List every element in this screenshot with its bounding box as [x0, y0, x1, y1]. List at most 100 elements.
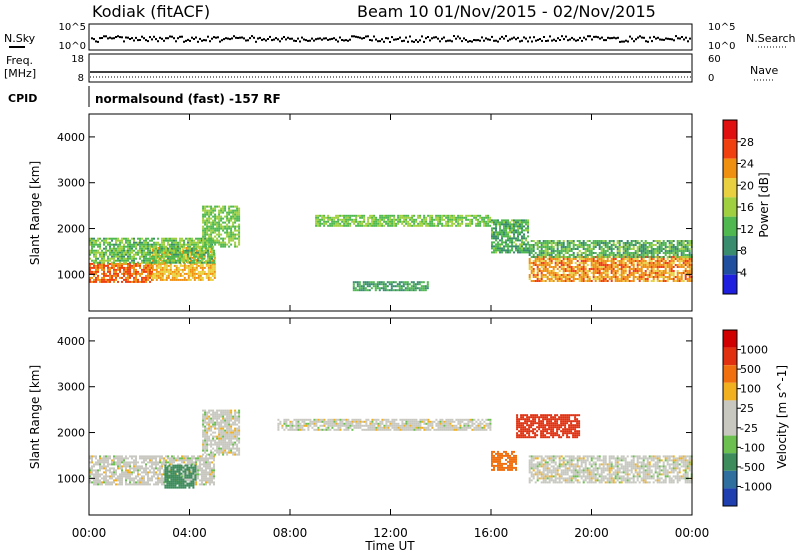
- heatmap-cell-1: [206, 437, 209, 440]
- heatmap-cell-4: [445, 214, 448, 217]
- heatmap-cell-7: [590, 254, 593, 256]
- heatmap-cell-4: [465, 214, 468, 217]
- heatmap-cell-0: [121, 461, 123, 464]
- heatmap-cell-1: [169, 262, 172, 265]
- heatmap-cell-5: [509, 239, 511, 242]
- heatmap-cell-3: [228, 209, 231, 212]
- heatmap-cell-6: [646, 264, 649, 266]
- heatmap-cell-3: [234, 245, 237, 248]
- heatmap-cell-4: [363, 218, 366, 221]
- heatmap-cell-6: [546, 264, 549, 266]
- heatmap-cell-4: [339, 218, 342, 221]
- heatmap-cell-6: [668, 270, 671, 272]
- heatmap-cell-8: [372, 283, 375, 286]
- heatmap-cell-6: [622, 262, 625, 264]
- heatmap-cell-5: [501, 243, 503, 246]
- heatmap-cell-6: [654, 276, 657, 278]
- heatmap-cell-2: [111, 243, 113, 246]
- heatmap-cell-2: [125, 245, 127, 248]
- heatmap-cell-2: [101, 261, 103, 264]
- heatmap-cell-0: [123, 463, 125, 466]
- heatmap-cell-1: [159, 270, 162, 273]
- heatmap-cell-0: [137, 471, 139, 474]
- heatmap-cell-6: [592, 278, 595, 280]
- heatmap-cell-0: [113, 473, 115, 476]
- heatmap-cell-2: [133, 245, 135, 248]
- heatmap-cell-7: [582, 244, 585, 246]
- heatmap-cell-6: [546, 258, 549, 260]
- heatmap-cell-4: [319, 222, 322, 225]
- heatmap-cell-4: [337, 214, 340, 217]
- heatmap-cell-4: [363, 216, 366, 219]
- heatmap-cell-0: [155, 465, 157, 468]
- heatmap-cell-6: [546, 270, 549, 272]
- heatmap-cell-2: [181, 259, 183, 262]
- heatmap-cell-1: [213, 266, 216, 269]
- heatmap-cell-0: [161, 477, 163, 480]
- heatmap-cell-0: [105, 455, 107, 458]
- heatmap-cell-6: [648, 260, 651, 262]
- heatmap-cell-7: [530, 244, 533, 246]
- heatmap-cell-7: [580, 254, 583, 256]
- heatmap-cell-0: [155, 473, 157, 476]
- heatmap-cell-5: [517, 237, 519, 240]
- heatmap-cell-2: [103, 237, 105, 240]
- heatmap-cell-6: [566, 270, 569, 272]
- heatmap-cell-0: [201, 467, 203, 470]
- heatmap-cell-6: [640, 278, 643, 280]
- heatmap-cell-6: [562, 266, 565, 268]
- heatmap-cell-2: [195, 253, 197, 256]
- heatmap-cell-6: [544, 262, 547, 264]
- heatmap-cell-3: [234, 217, 237, 220]
- heatmap-cell-4: [461, 214, 464, 217]
- heatmap-cell-4: [379, 216, 382, 219]
- nsky-point: [359, 36, 361, 39]
- colorbar-tick-label: 16: [740, 201, 754, 214]
- heatmap-cell-0: [147, 467, 149, 470]
- nsky-point: [365, 35, 367, 38]
- heatmap-cell-6: [610, 268, 613, 270]
- heatmap-cell-6: [612, 272, 615, 274]
- nsky-point: [99, 37, 101, 40]
- heatmap-cell-6: [616, 266, 619, 268]
- nsky-point: [121, 36, 123, 39]
- heatmap-cell-8: [382, 285, 385, 288]
- heatmap-cell-0: [105, 469, 107, 472]
- heatmap-cell-7: [680, 242, 683, 244]
- heatmap-cell-0: [107, 461, 109, 464]
- heatmap-cell-7: [646, 252, 649, 254]
- heatmap-cell-5: [525, 223, 527, 226]
- heatmap-cell-2: [193, 241, 195, 244]
- heatmap-cell-6: [582, 270, 585, 272]
- heatmap-cell-0: [211, 475, 213, 478]
- heatmap-cell-3: [214, 235, 217, 238]
- heatmap-cell-7: [674, 250, 677, 252]
- heatmap-cell-4: [431, 224, 434, 227]
- heatmap-cell-1: [161, 256, 164, 259]
- heatmap-cell-7: [650, 252, 653, 254]
- heatmap-cell-6: [688, 258, 691, 260]
- heatmap-cell-7: [598, 254, 601, 256]
- heatmap-cell-6: [592, 270, 595, 272]
- heatmap-cell-0: [197, 457, 199, 460]
- heatmap-cell-5: [521, 247, 523, 250]
- heatmap-cell-4: [423, 222, 426, 225]
- heatmap-cell-6: [562, 258, 565, 260]
- heatmap-cell-6: [598, 258, 601, 260]
- heatmap-cell-1: [211, 272, 214, 275]
- heatmap-cell-0: [197, 459, 199, 462]
- heatmap-cell-0: [121, 266, 123, 269]
- heatmap-cell-6: [610, 278, 613, 280]
- nsky-point: [291, 37, 293, 40]
- heatmap-cell-2: [127, 255, 129, 258]
- heatmap-cell-6: [550, 258, 553, 260]
- heatmap-cell-1: [171, 272, 174, 275]
- heatmap-cell-6: [634, 272, 637, 274]
- heatmap-cell-0: [145, 278, 147, 281]
- heatmap-cell-4: [405, 214, 408, 217]
- heatmap-cell-6: [540, 262, 543, 264]
- heatmap-cell-6: [656, 274, 659, 276]
- nsky-point: [311, 37, 313, 40]
- heatmap-cell-5: [493, 237, 495, 240]
- heatmap-cell-0: [187, 471, 189, 474]
